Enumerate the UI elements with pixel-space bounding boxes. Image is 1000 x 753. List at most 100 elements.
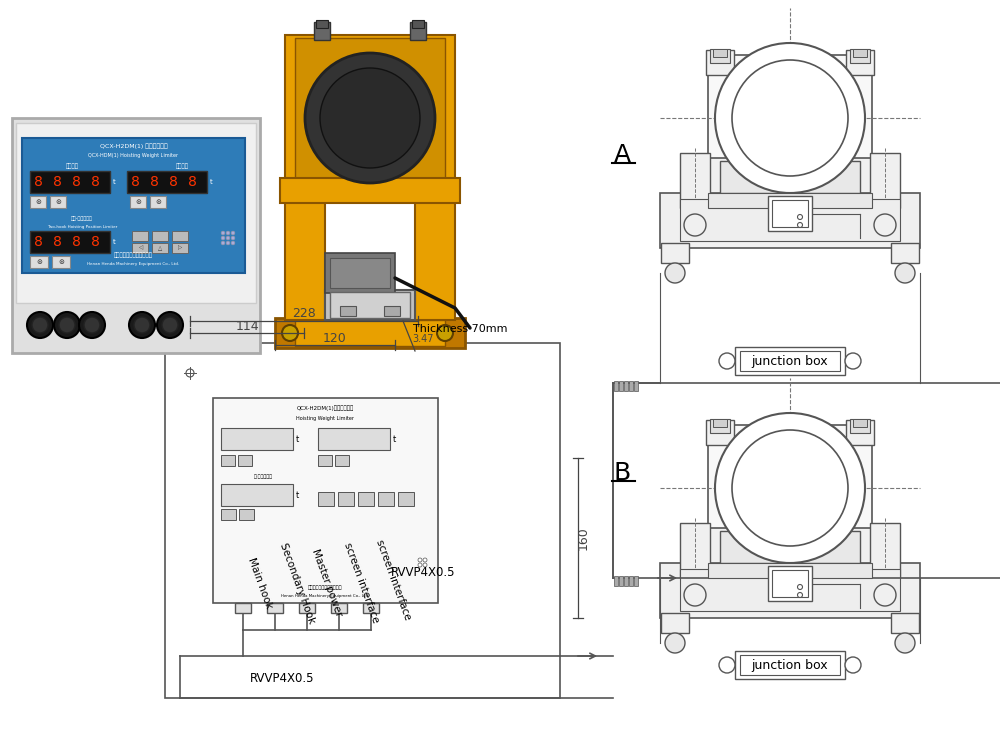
Bar [891, 243, 919, 263]
Text: ⊛: ⊛ [36, 259, 42, 265]
Text: 8: 8 [34, 175, 42, 189]
Bar [221, 509, 236, 520]
Bar [318, 492, 334, 506]
Text: t: t [392, 434, 396, 444]
Text: screen interface: screen interface [374, 538, 412, 621]
Text: Main hook: Main hook [246, 556, 274, 610]
Bar [378, 492, 394, 506]
Text: 副钩重量: 副钩重量 [176, 163, 188, 169]
Circle shape [715, 43, 865, 193]
Circle shape [719, 353, 735, 369]
Text: 160: 160 [576, 526, 590, 550]
Circle shape [320, 68, 420, 168]
Bar [384, 306, 400, 316]
Circle shape [221, 236, 225, 239]
Bar [358, 492, 374, 506]
Bar [318, 455, 332, 466]
Text: 8: 8 [91, 175, 99, 189]
Circle shape [719, 657, 735, 673]
Text: junction box: junction box [752, 355, 828, 367]
Circle shape [798, 215, 802, 220]
Bar [50, 196, 66, 208]
Bar [285, 35, 455, 200]
Bar [275, 318, 465, 348]
Bar [338, 492, 354, 506]
Bar [720, 161, 860, 193]
Bar [340, 306, 356, 316]
Text: t: t [295, 490, 299, 499]
Circle shape [798, 593, 802, 597]
Bar [706, 50, 734, 75]
Text: t: t [295, 434, 299, 444]
Text: 8: 8 [131, 175, 139, 189]
Bar [661, 613, 689, 633]
Text: t: t [210, 179, 212, 185]
Bar [708, 193, 872, 208]
Text: 主钩重量: 主钩重量 [66, 163, 78, 169]
Text: 114: 114 [235, 319, 259, 333]
Circle shape [418, 558, 422, 562]
Bar [172, 243, 188, 253]
Bar [891, 613, 919, 633]
Circle shape [437, 325, 453, 341]
Text: 主钩-副钩位置量: 主钩-副钩位置量 [71, 215, 93, 221]
Text: 8: 8 [72, 235, 80, 249]
Bar [330, 292, 410, 318]
Bar [629, 381, 633, 391]
Text: 8: 8 [169, 175, 177, 189]
Bar [735, 651, 845, 679]
Circle shape [84, 317, 100, 333]
Bar [660, 193, 920, 248]
Circle shape [231, 241, 235, 245]
Text: t: t [113, 239, 115, 245]
Text: 河南恒达机电设备有限公司: 河南恒达机电设备有限公司 [114, 252, 152, 258]
Bar [363, 603, 379, 613]
Text: 河南恒达机电设备有限公司: 河南恒达机电设备有限公司 [308, 586, 342, 590]
Bar [325, 290, 415, 320]
Bar [267, 603, 283, 613]
Circle shape [282, 325, 298, 341]
Bar [221, 455, 235, 466]
Text: 8: 8 [72, 175, 80, 189]
Bar [314, 22, 330, 40]
Text: 120: 120 [323, 331, 347, 345]
Text: 8: 8 [150, 175, 158, 189]
Bar [768, 196, 812, 231]
Bar [331, 603, 347, 613]
Bar [415, 195, 455, 320]
Bar [853, 419, 867, 427]
Bar [720, 531, 860, 563]
Text: Thickness 70mm: Thickness 70mm [413, 324, 508, 334]
Text: ⊛: ⊛ [35, 199, 41, 205]
Bar [629, 576, 633, 586]
Bar [708, 55, 872, 163]
Bar [713, 49, 727, 57]
Bar [740, 655, 840, 675]
Bar [12, 118, 260, 353]
Bar [619, 576, 623, 586]
Text: 3.47: 3.47 [412, 334, 434, 344]
Bar [660, 563, 920, 618]
Bar [132, 231, 148, 241]
Bar [614, 381, 618, 391]
Bar [30, 171, 110, 193]
Bar [708, 563, 872, 578]
Bar [22, 138, 245, 273]
Text: ⊛: ⊛ [135, 199, 141, 205]
Bar [280, 178, 460, 203]
Bar [52, 256, 70, 268]
Circle shape [665, 263, 685, 283]
Circle shape [895, 263, 915, 283]
Circle shape [27, 312, 53, 338]
Circle shape [665, 633, 685, 653]
Bar [239, 509, 254, 520]
Bar [316, 20, 328, 28]
Text: Hoisting Weight Limiter: Hoisting Weight Limiter [296, 416, 354, 420]
Circle shape [715, 413, 865, 563]
Circle shape [732, 430, 848, 546]
Text: Master power: Master power [310, 548, 344, 618]
Bar [335, 455, 349, 466]
Circle shape [684, 214, 706, 236]
Bar [710, 49, 730, 63]
Text: Two-hook Hoisting Position Limiter: Two-hook Hoisting Position Limiter [47, 225, 117, 229]
